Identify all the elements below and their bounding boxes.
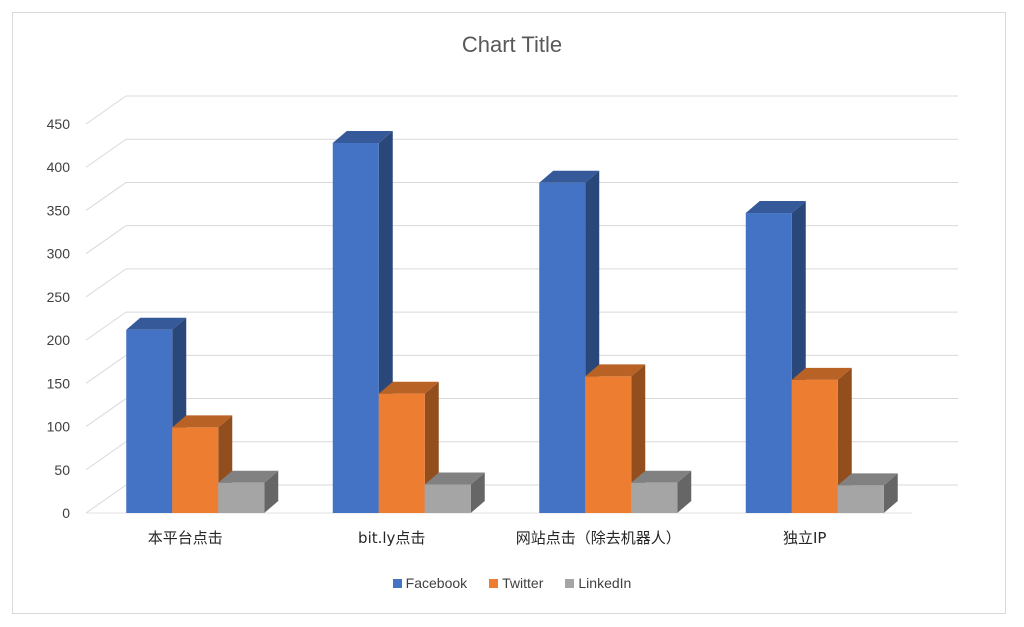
legend-label-twitter: Twitter bbox=[502, 575, 544, 591]
bar-linkedin-site-clicks-top bbox=[631, 470, 692, 483]
bar-facebook-platform-clicks bbox=[126, 329, 173, 513]
bar-linkedin-bitly-clicks-side bbox=[470, 472, 485, 513]
bar-twitter-bitly-clicks-top bbox=[378, 381, 439, 394]
bar-linkedin-site-clicks-side bbox=[677, 470, 692, 513]
bar-facebook-site-clicks-top bbox=[539, 170, 600, 183]
legend-label-facebook: Facebook bbox=[405, 575, 468, 591]
bar-linkedin-site-clicks bbox=[631, 482, 678, 513]
legend-item-facebook: Facebook bbox=[392, 575, 468, 591]
x-tick-label-bitly-clicks: bit.ly点击 bbox=[358, 529, 425, 547]
bar-facebook-platform-clicks-top bbox=[126, 317, 187, 330]
legend-swatch-linkedin bbox=[565, 578, 575, 588]
x-tick-label-site-clicks: 网站点击（除去机器人） bbox=[516, 529, 681, 547]
legend: Facebook Twitter LinkedIn bbox=[0, 575, 1024, 591]
gridline-side-250 bbox=[85, 268, 127, 298]
gridline-side-400 bbox=[85, 138, 127, 168]
y-tick-label-450: 450 bbox=[47, 116, 71, 132]
bar-facebook-bitly-clicks-top bbox=[332, 131, 393, 144]
bar-twitter-site-clicks-top bbox=[585, 364, 646, 377]
bar-facebook-unique-ip bbox=[745, 213, 792, 513]
gridline-side-100 bbox=[85, 398, 127, 427]
legend-swatch-twitter bbox=[489, 578, 499, 588]
y-tick-label-200: 200 bbox=[47, 332, 71, 348]
gridline-side-300 bbox=[85, 225, 127, 255]
bar-facebook-bitly-clicks bbox=[332, 143, 379, 514]
legend-label-linkedin: LinkedIn bbox=[578, 575, 632, 591]
bar-linkedin-unique-ip-top bbox=[837, 473, 898, 486]
x-tick-label-platform-clicks: 本平台点击 bbox=[148, 529, 223, 547]
y-tick-label-50: 50 bbox=[54, 462, 70, 478]
gridline-side-0 bbox=[85, 484, 127, 514]
y-tick-label-100: 100 bbox=[47, 419, 71, 435]
bar-linkedin-bitly-clicks bbox=[424, 484, 471, 513]
bar-linkedin-platform-clicks bbox=[218, 482, 265, 513]
bar-twitter-platform-clicks bbox=[172, 427, 219, 513]
bar-twitter-bitly-clicks bbox=[378, 393, 425, 513]
gridline-side-350 bbox=[85, 182, 127, 211]
chart-frame bbox=[12, 12, 1006, 614]
bar-twitter-unique-ip bbox=[791, 379, 838, 513]
gridline-side-200 bbox=[85, 311, 127, 341]
legend-item-linkedin: LinkedIn bbox=[565, 575, 631, 591]
bar-linkedin-unique-ip-side bbox=[883, 473, 898, 513]
legend-swatch-facebook bbox=[392, 578, 402, 588]
bar-linkedin-platform-clicks-side bbox=[264, 470, 279, 513]
bar-facebook-unique-ip-top bbox=[745, 201, 806, 214]
legend-item-twitter: Twitter bbox=[489, 575, 543, 591]
gridline-side-150 bbox=[85, 354, 127, 384]
bar-linkedin-unique-ip bbox=[837, 485, 884, 513]
bar-facebook-site-clicks bbox=[539, 182, 586, 513]
gridline-side-50 bbox=[85, 441, 127, 471]
bar-twitter-site-clicks bbox=[585, 376, 632, 513]
y-tick-label-150: 150 bbox=[47, 375, 71, 391]
x-tick-label-unique-ip: 独立IP bbox=[783, 529, 826, 547]
gridline-side-450 bbox=[85, 95, 127, 125]
y-tick-label-350: 350 bbox=[47, 202, 71, 218]
bar-linkedin-bitly-clicks-top bbox=[424, 472, 485, 485]
bar-twitter-platform-clicks-top bbox=[172, 415, 233, 428]
y-tick-label-0: 0 bbox=[62, 505, 70, 521]
y-tick-label-300: 300 bbox=[47, 246, 71, 262]
y-tick-label-250: 250 bbox=[47, 289, 71, 305]
y-tick-label-400: 400 bbox=[47, 159, 71, 175]
chart-title: Chart Title bbox=[461, 32, 563, 57]
bar-linkedin-platform-clicks-top bbox=[218, 470, 279, 483]
bar-twitter-unique-ip-top bbox=[791, 367, 852, 380]
